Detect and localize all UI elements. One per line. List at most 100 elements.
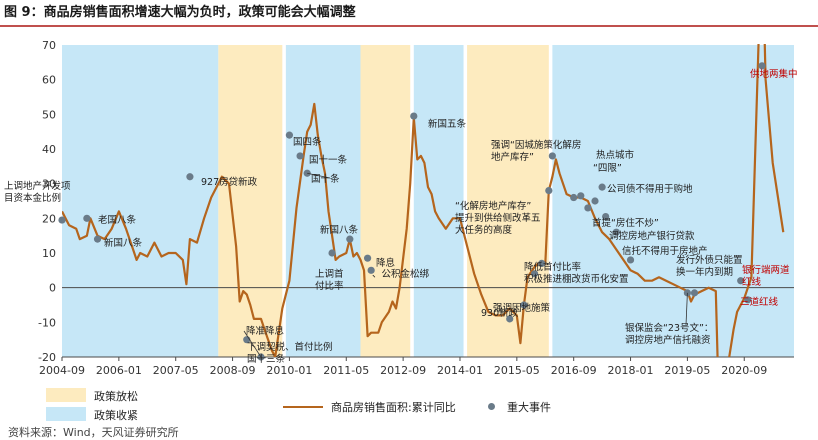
- event-marker-19: [545, 187, 553, 195]
- x-tick-label: 2020-09: [721, 364, 767, 377]
- event-label-line: 国十条: [311, 173, 340, 185]
- event-label-line: 国十一条: [309, 154, 348, 166]
- event-label-19: “化解房地产库存”提升到供给侧改革五大任务的高度: [455, 200, 541, 236]
- event-label-line: 930新政: [481, 307, 519, 319]
- event-label-line: 上调地产开发项: [4, 180, 71, 192]
- legend-label-tight: 政策收紧: [94, 409, 138, 422]
- event-label-line: “化解房地产库存”: [455, 200, 531, 212]
- event-label-27: 调控房地产银行贷款: [609, 230, 695, 242]
- y-tick-label: 20: [42, 212, 56, 225]
- event-marker-28: [626, 256, 635, 264]
- event-label-31: 银行端两道红线: [742, 264, 790, 288]
- title-rule: [0, 25, 818, 27]
- event-marker-15: [506, 315, 514, 323]
- event-label-2: 老国八条: [98, 214, 137, 226]
- event-label-line: 供地两集中: [750, 68, 798, 80]
- event-label-25: 公司债不得用于购地: [607, 183, 693, 195]
- event-label-32: 三道红线: [740, 296, 779, 308]
- event-label-line: 调控房地产银行贷款: [609, 230, 695, 242]
- y-tick-label: 70: [42, 39, 56, 52]
- x-tick-label: 2019-05: [664, 364, 710, 377]
- event-label-line: 红线: [742, 276, 762, 288]
- event-label-30: 银保监会“23号文”：调控房地产信托融资: [625, 322, 713, 346]
- event-marker-16: [520, 301, 528, 309]
- x-tick-label: 2012-09: [380, 364, 426, 377]
- event-label-line: 降准降息: [246, 325, 284, 337]
- event-label-line: 国四条: [293, 136, 322, 148]
- event-label-line: 三道红线: [740, 296, 779, 308]
- event-label-line: 公司债不得用于购地: [607, 183, 693, 195]
- legend-label-loose: 政策放松: [94, 390, 138, 403]
- event-label-line: 发行外债只能置: [676, 254, 743, 266]
- event-marker-3: [93, 235, 102, 243]
- legend-swatch-series: [283, 406, 323, 408]
- event-label-5: 降准降息: [246, 325, 284, 337]
- legend-label-events: 重大事件: [507, 401, 551, 414]
- event-label-10: 上调首付比率: [315, 268, 344, 292]
- event-label-line: 老国八条: [98, 214, 137, 226]
- event-marker-23: [584, 204, 592, 212]
- event-label-9: 国十条: [311, 173, 340, 185]
- event-marker-1: [58, 216, 66, 224]
- event-label-line: 927房贷新政: [201, 176, 258, 188]
- event-label-line: 换一年内到期: [676, 266, 733, 278]
- event-label-line: 强调“因城施策化解房: [491, 139, 581, 151]
- event-marker-33: [758, 62, 766, 70]
- event-marker-26: [602, 213, 610, 221]
- event-marker-7: [285, 131, 294, 139]
- event-pointer-1: [243, 330, 262, 358]
- event-marker-8: [296, 152, 304, 160]
- series-line-1: [62, 44, 785, 357]
- legend-swatch-tight: [46, 407, 86, 421]
- period-band-5-tight: [413, 45, 464, 357]
- event-label-7: 国四条: [293, 136, 322, 148]
- event-marker-25: [598, 183, 606, 191]
- x-tick-label: 2008-09: [210, 364, 256, 377]
- y-tick-label: 60: [42, 74, 56, 87]
- event-label-line: “四限”: [593, 163, 622, 174]
- event-label-line: 地产库存”: [491, 151, 534, 163]
- x-tick-label: 2010-01: [266, 364, 312, 377]
- event-label-line: 目资本金比例: [4, 192, 61, 204]
- y-tick-label: -20: [38, 351, 56, 364]
- period-band-2-loose: [218, 45, 283, 357]
- event-label-line: 大任务的高度: [455, 224, 513, 236]
- chart-axes: -20 -10 0 10 20 30 40 50 60 70 2004-09 2006-01 2007-…: [38, 39, 794, 377]
- series-line-group: [62, 44, 785, 357]
- event-marker-18: [538, 259, 546, 267]
- event-label-4: 927房贷新政: [201, 176, 258, 188]
- event-label-22: 热点城市: [596, 149, 635, 161]
- x-tick-label: 2011-05: [323, 364, 369, 377]
- period-band-1-tight: [62, 45, 219, 357]
- x-tick-label: 2004-09: [39, 364, 85, 377]
- event-label-line: 下调契税、首付比例: [247, 341, 333, 353]
- event-pointer-3: [685, 292, 688, 326]
- event-marker-21: [570, 193, 578, 202]
- event-marker-12: [363, 254, 372, 262]
- event-label-28: 信托不得用于房地产: [622, 245, 708, 257]
- event-label-29: 发行外债只能置换一年内到期: [676, 254, 743, 278]
- event-label-line: 新国八条: [104, 237, 143, 249]
- event-label-18: 降低首付比率积极推进棚改货币化安置: [524, 261, 629, 285]
- x-tick-label: 2018-01: [608, 364, 654, 377]
- event-label-line: 信托不得用于房地产: [622, 245, 708, 257]
- event-label-20: 强调“因城施策化解房地产库存”: [491, 139, 581, 163]
- event-label-line: 上调首: [315, 268, 344, 280]
- event-marker-20: [548, 152, 556, 160]
- x-tick-label: 2006-01: [96, 364, 142, 377]
- event-marker-31: [737, 277, 745, 285]
- event-label-16: 强调因地施策: [493, 302, 551, 314]
- event-pointer-2: [307, 172, 331, 179]
- policy-period-bands: [62, 45, 794, 357]
- legend-swatch-events: [488, 403, 495, 410]
- event-label-line: 提升到供给侧改革五: [455, 212, 541, 224]
- event-marker-32: [744, 296, 752, 304]
- legend-label-series: 商品房销售面积:累计同比: [331, 401, 456, 414]
- event-marker-2: [83, 214, 91, 222]
- event-label-line: 热点城市: [596, 149, 635, 161]
- y-tick-label: 40: [42, 143, 56, 156]
- y-tick-label: -10: [38, 316, 56, 329]
- event-label-line: 调控房地产信托融资: [625, 334, 711, 346]
- event-marker-13: [367, 266, 375, 274]
